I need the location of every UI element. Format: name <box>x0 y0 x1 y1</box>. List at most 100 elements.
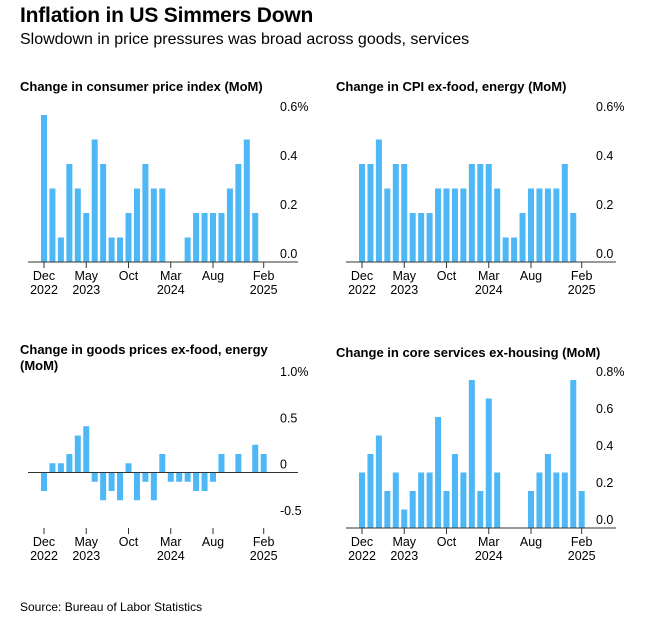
y-tick-label: 0.4 <box>280 149 297 163</box>
x-tick-label: Feb <box>253 535 275 549</box>
bar <box>83 426 90 473</box>
x-tick-label: Dec <box>351 269 373 283</box>
bar <box>159 454 166 473</box>
bar <box>133 188 140 262</box>
bar <box>401 509 408 528</box>
bar <box>125 463 132 473</box>
bar <box>392 164 399 262</box>
bar <box>243 139 250 262</box>
chart-title: Change in consumer price index (MoM) <box>20 79 263 94</box>
x-tick-label: May <box>74 535 98 549</box>
x-tick-label: May <box>74 269 98 283</box>
x-tick-label: 2022 <box>348 549 376 563</box>
bar <box>443 491 450 528</box>
chart-title: Change in core services ex-housing (MoM) <box>336 345 600 360</box>
x-tick-label: 2023 <box>390 549 418 563</box>
x-tick-label: 2024 <box>157 283 185 297</box>
bar <box>536 188 543 262</box>
bar <box>49 463 56 473</box>
bar <box>167 472 174 482</box>
y-tick-label: -0.5 <box>280 504 302 518</box>
bar <box>74 188 81 262</box>
x-tick-label: Dec <box>33 535 55 549</box>
x-tick-label: Oct <box>437 535 457 549</box>
y-tick-label: 0.8% <box>596 365 625 379</box>
x-tick-label: Feb <box>571 269 593 283</box>
bar <box>142 472 149 482</box>
bar <box>201 472 208 491</box>
bar <box>494 472 501 528</box>
x-tick-label: 2023 <box>72 549 100 563</box>
x-tick-label: Mar <box>478 269 500 283</box>
bar <box>426 213 433 262</box>
chart-title: Change in CPI ex-food, energy (MoM) <box>336 79 566 94</box>
x-tick-label: 2023 <box>390 283 418 297</box>
source-note: Source: Bureau of Labor Statistics <box>20 600 203 614</box>
y-tick-label: 0.6 <box>596 402 613 416</box>
bar <box>184 472 191 482</box>
chart-2: Change in CPI ex-food, energy (MoM) 0.6% 0… <box>336 79 625 297</box>
bar <box>252 213 259 262</box>
chart-3: Change in goods prices ex-food, energy(M… <box>20 342 309 563</box>
bar <box>401 164 408 262</box>
x-tick-label: 2024 <box>157 549 185 563</box>
bar <box>193 472 200 491</box>
y-tick-label: 0.2 <box>596 198 613 212</box>
bar <box>210 472 216 482</box>
chart-4: Change in core services ex-housing (MoM)… <box>336 345 625 563</box>
bar <box>49 188 56 262</box>
y-tick-label: 0 <box>280 458 287 472</box>
x-tick-label: 2025 <box>250 549 278 563</box>
x-tick-label: Mar <box>160 269 182 283</box>
page-subtitle: Slowdown in price pressures was broad ac… <box>20 31 470 48</box>
bar <box>418 213 425 262</box>
bar <box>451 454 458 528</box>
bar <box>477 491 484 528</box>
x-tick-label: May <box>392 535 416 549</box>
bar <box>41 115 47 262</box>
bar <box>375 139 382 262</box>
x-tick-label: Mar <box>160 535 182 549</box>
x-tick-label: 2025 <box>568 549 596 563</box>
y-tick-label: 0.6% <box>596 100 625 114</box>
bar <box>426 472 433 528</box>
bar <box>100 164 107 262</box>
bar <box>193 213 200 262</box>
bar <box>91 472 98 482</box>
bar <box>409 213 416 262</box>
bar <box>553 472 560 528</box>
x-tick-label: Aug <box>520 535 542 549</box>
y-tick-label: 0.2 <box>596 476 613 490</box>
bar <box>468 164 475 262</box>
y-tick-label: 0.4 <box>596 149 613 163</box>
bar <box>578 491 585 528</box>
x-tick-label: Aug <box>202 535 224 549</box>
bar <box>570 213 577 262</box>
bar <box>117 237 124 262</box>
bar <box>485 164 492 262</box>
bar <box>494 188 501 262</box>
bar <box>57 237 64 262</box>
x-tick-label: Aug <box>202 269 224 283</box>
chart-title: Change in goods prices ex-food, energy <box>20 342 269 357</box>
y-tick-label: 1.0% <box>280 365 309 379</box>
x-tick-label: Oct <box>119 269 139 283</box>
x-tick-label: Dec <box>351 535 373 549</box>
bar <box>570 380 577 528</box>
bar <box>367 164 374 262</box>
x-tick-label: 2025 <box>568 283 596 297</box>
bar <box>41 472 47 491</box>
bar <box>409 491 416 528</box>
bar <box>176 472 183 482</box>
bar <box>528 188 534 262</box>
bar <box>74 435 81 473</box>
x-tick-label: Oct <box>119 535 139 549</box>
bar <box>435 417 442 528</box>
x-tick-label: 2024 <box>475 549 503 563</box>
bar <box>418 472 425 528</box>
x-tick-label: May <box>392 269 416 283</box>
bar <box>367 454 374 528</box>
x-tick-label: 2024 <box>475 283 503 297</box>
chart-title: (MoM) <box>20 358 58 373</box>
bar <box>150 472 157 501</box>
